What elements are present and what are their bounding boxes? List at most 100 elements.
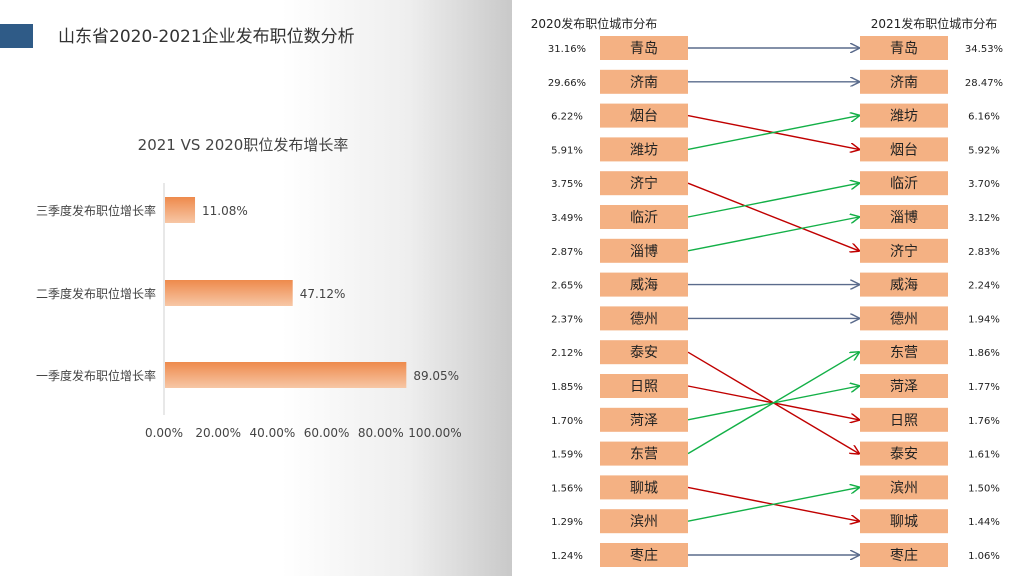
x-ticks-layer: 0.00% 20.00% 40.00% 60.00% 80.00% 100.00%: [145, 426, 462, 440]
right-city-label: 威海: [890, 278, 918, 294]
left-city-box: [600, 137, 688, 162]
left-city-box: [600, 69, 688, 94]
right-city-pct: 2.24%: [968, 281, 1000, 292]
left-city-box: [600, 340, 688, 365]
rank-change-arrow: [687, 487, 859, 522]
left-city-label: 德州: [630, 311, 658, 327]
right-city-pct: 1.94%: [968, 314, 1000, 325]
right-city-pct: 1.06%: [968, 551, 1000, 562]
right-city-pct: 3.12%: [968, 213, 1000, 224]
bar-value-label: 47.12%: [300, 287, 346, 301]
x-tick-label: 40.00%: [250, 426, 296, 440]
left-city-pct: 1.85%: [551, 382, 583, 393]
right-city-label: 潍坊: [890, 109, 918, 125]
right-city-box: [860, 374, 948, 398]
bar: [165, 280, 293, 306]
left-city-box: [600, 171, 688, 196]
rank-links-layer: [687, 48, 859, 555]
left-city-label: 聊城: [630, 480, 658, 496]
left-column-header: 2020发布职位城市分布: [531, 16, 658, 31]
left-city-pct: 2.87%: [551, 247, 583, 258]
right-city-pct: 5.92%: [968, 145, 1000, 156]
left-city-pct: 1.56%: [551, 483, 583, 494]
left-city-label: 淄博: [630, 243, 658, 260]
right-city-column: 青岛 34.53% 济南 28.47% 潍坊 6.16% 烟台 5.92% 临沂 3.70% 淄博 3…: [860, 36, 1003, 567]
left-city-pct: 2.12%: [551, 348, 583, 359]
left-city-box: [600, 407, 688, 432]
bar: [165, 362, 407, 388]
left-city-label: 滨州: [630, 514, 658, 530]
city-rank-chart: 2020发布职位城市分布 2021发布职位城市分布 31.16% 青岛 29.66%…: [531, 16, 1003, 567]
rank-change-arrow: [687, 217, 859, 252]
rank-change-arrow: [687, 182, 859, 251]
x-tick-label: 60.00%: [304, 426, 350, 440]
left-city-pct: 3.75%: [551, 179, 583, 190]
bar-value-label: 11.08%: [202, 204, 248, 218]
right-city-label: 济宁: [890, 243, 918, 260]
left-city-label: 济南: [630, 75, 658, 91]
right-city-label: 济南: [890, 75, 918, 91]
left-city-pct: 1.70%: [551, 416, 583, 427]
left-city-box: [600, 36, 688, 60]
right-city-pct: 6.16%: [968, 112, 1000, 123]
bar: [165, 197, 196, 223]
left-city-pct: 1.59%: [551, 450, 583, 461]
x-tick-label: 80.00%: [358, 426, 404, 440]
bar-value-label: 89.05%: [413, 369, 459, 383]
right-city-label: 烟台: [890, 142, 918, 158]
left-city-label: 泰安: [630, 345, 658, 361]
right-city-label: 临沂: [890, 176, 918, 192]
title-accent-block: [0, 24, 33, 48]
bar-chart-title: 2021 VS 2020职位发布增长率: [138, 136, 349, 154]
left-city-column: 31.16% 青岛 29.66% 济南 6.22% 烟台 5.91% 潍坊 3.75% 济宁 3.4…: [548, 36, 688, 567]
right-city-pct: 1.61%: [968, 450, 1000, 461]
right-city-label: 聊城: [890, 514, 918, 530]
right-city-label: 德州: [890, 311, 918, 327]
left-city-box: [600, 103, 688, 128]
right-city-label: 泰安: [890, 447, 918, 463]
left-city-label: 东营: [630, 447, 658, 463]
right-city-box: [860, 407, 948, 432]
right-city-box: [860, 103, 948, 128]
left-city-label: 威海: [630, 278, 658, 294]
rank-change-arrow: [687, 183, 859, 218]
x-tick-label: 20.00%: [195, 426, 241, 440]
rank-change-arrow: [687, 352, 859, 455]
right-city-box: [860, 69, 948, 94]
right-city-label: 枣庄: [890, 547, 918, 564]
rank-change-arrow: [687, 116, 859, 151]
left-city-box: [600, 272, 688, 297]
right-city-label: 淄博: [890, 209, 918, 226]
right-city-pct: 1.76%: [968, 416, 1000, 427]
left-city-box: [600, 374, 688, 398]
right-city-label: 滨州: [890, 480, 918, 496]
right-city-label: 东营: [890, 345, 918, 361]
bar-category-label: 一季度发布职位增长率: [36, 368, 156, 383]
left-city-box: [600, 238, 688, 263]
left-city-label: 临沂: [630, 210, 658, 226]
left-city-pct: 29.66%: [548, 78, 586, 89]
left-city-label: 济宁: [630, 175, 658, 192]
right-column-header: 2021发布职位城市分布: [871, 16, 998, 31]
right-city-box: [860, 205, 948, 229]
right-city-label: 日照: [890, 413, 918, 429]
right-city-box: [860, 441, 948, 466]
right-city-box: [860, 36, 948, 60]
right-city-pct: 3.70%: [968, 179, 1000, 190]
x-tick-label: 100.00%: [408, 426, 461, 440]
right-city-pct: 34.53%: [965, 44, 1003, 55]
right-city-box: [860, 272, 948, 297]
right-city-pct: 1.44%: [968, 517, 1000, 528]
right-city-pct: 1.77%: [968, 382, 1000, 393]
left-city-box: [600, 509, 688, 534]
left-city-label: 枣庄: [630, 547, 658, 564]
right-city-box: [860, 340, 948, 365]
right-city-box: [860, 137, 948, 162]
right-city-box: [860, 543, 948, 567]
left-city-pct: 3.49%: [551, 213, 583, 224]
left-city-pct: 31.16%: [548, 44, 586, 55]
left-city-label: 日照: [630, 379, 658, 395]
left-city-label: 青岛: [630, 41, 658, 57]
left-city-box: [600, 543, 688, 567]
growth-rate-bar-chart: 2021 VS 2020职位发布增长率 三季度发布职位增长率 11.08% 二季度发…: [36, 136, 462, 440]
